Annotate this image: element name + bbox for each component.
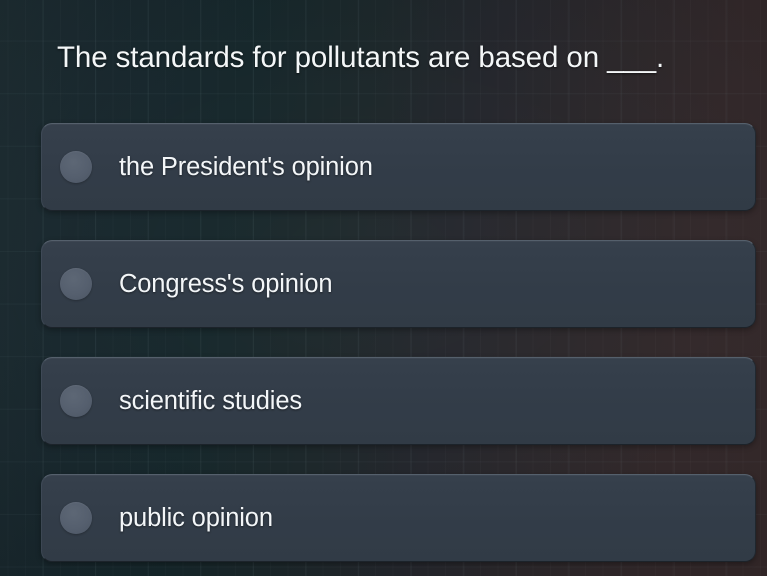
radio-unselected-icon[interactable]	[60, 151, 92, 183]
answer-option-label: Congress's opinion	[119, 270, 333, 298]
question-prompt: The standards for pollutants are based o…	[57, 41, 665, 74]
answer-option-label: public opinion	[119, 504, 273, 532]
answer-options-list: the President's opinion Congress's opini…	[41, 123, 756, 562]
answer-option-1[interactable]: the President's opinion	[41, 123, 756, 211]
radio-unselected-icon[interactable]	[60, 385, 92, 417]
radio-unselected-icon[interactable]	[60, 502, 92, 534]
answer-option-2[interactable]: Congress's opinion	[41, 240, 756, 328]
radio-unselected-icon[interactable]	[60, 268, 92, 300]
answer-option-label: the President's opinion	[119, 153, 373, 181]
answer-option-4[interactable]: public opinion	[41, 474, 756, 562]
answer-option-3[interactable]: scientific studies	[41, 357, 756, 445]
answer-option-label: scientific studies	[119, 387, 302, 415]
